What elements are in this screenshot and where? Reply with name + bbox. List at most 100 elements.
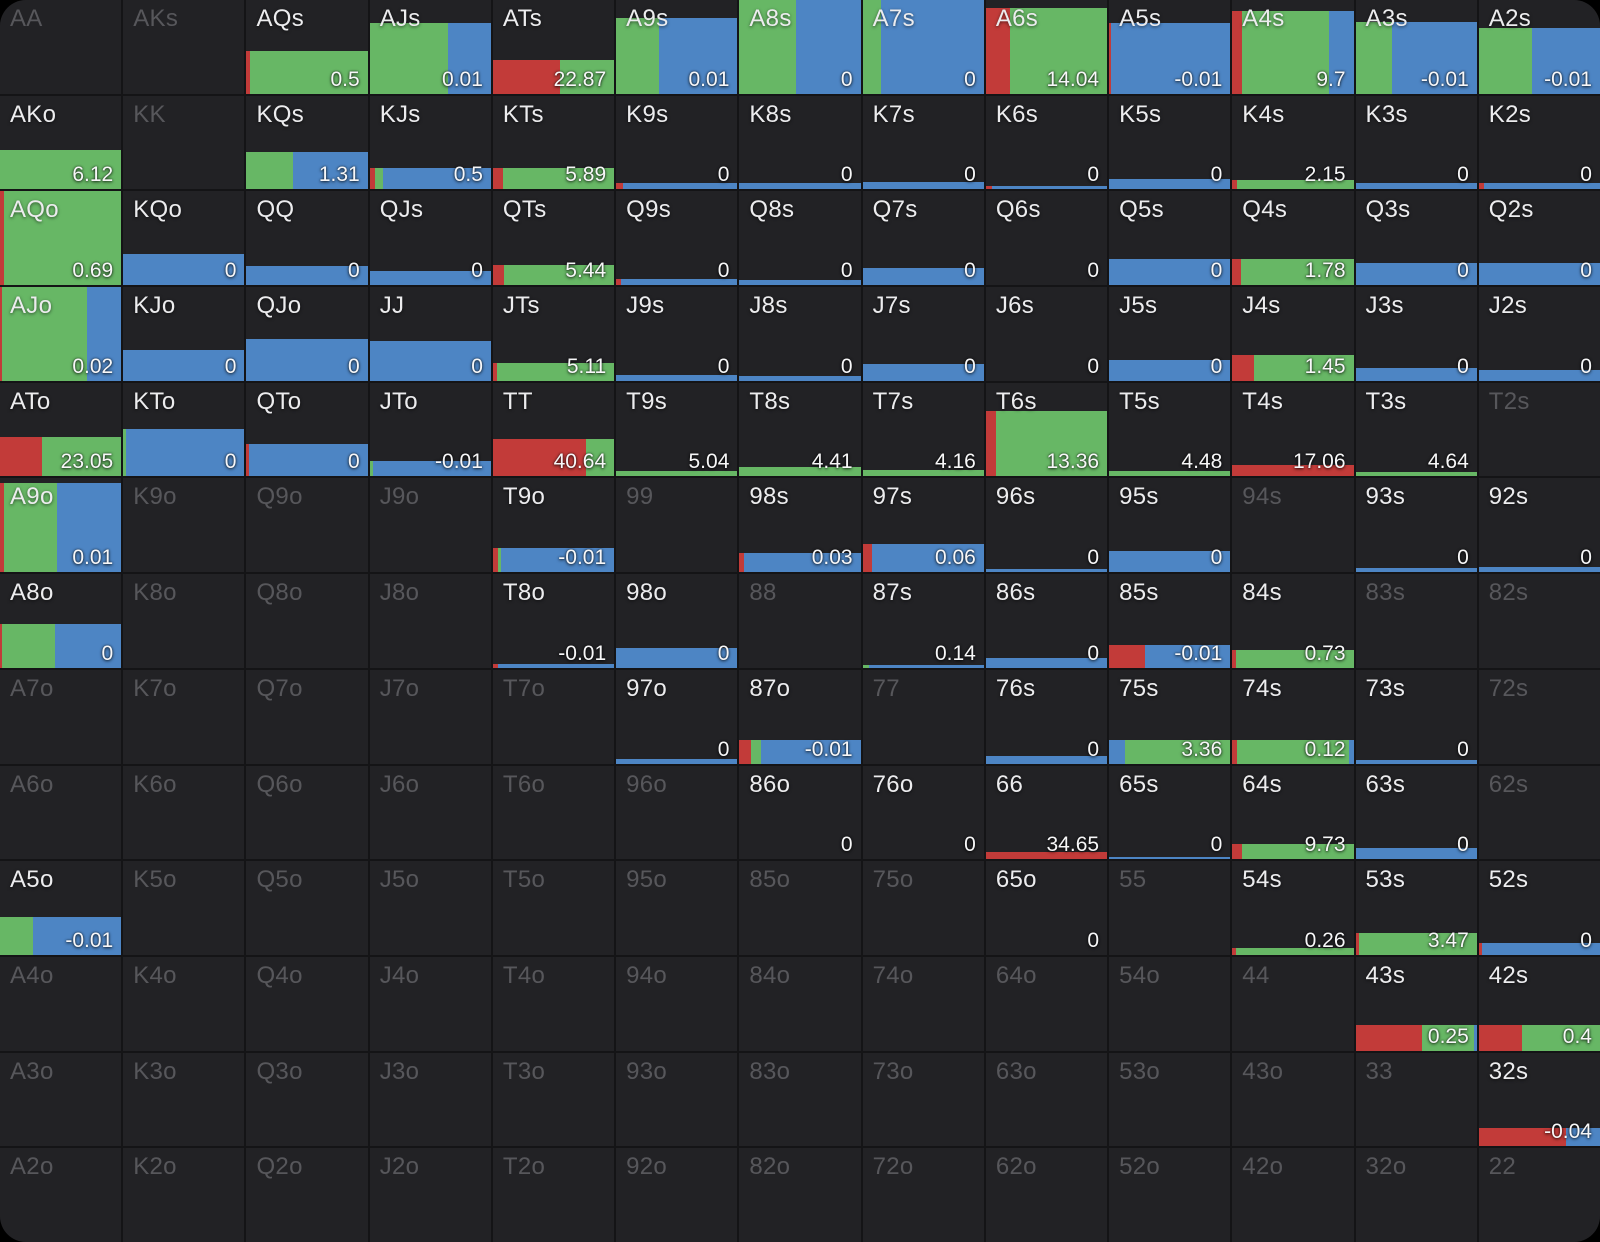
- cell-K8o[interactable]: K8o: [123, 574, 245, 668]
- cell-A5o[interactable]: A5o -0.01: [0, 861, 122, 955]
- cell-J2s[interactable]: J2s 0: [1478, 287, 1600, 381]
- cell-K9o[interactable]: K9o: [123, 478, 245, 573]
- cell-33[interactable]: 33: [1355, 1052, 1477, 1147]
- cell-AJo[interactable]: AJo 0.02: [0, 287, 122, 381]
- cell-63s[interactable]: 63s 0: [1355, 765, 1477, 860]
- cell-T4s[interactable]: T4s 17.06: [1232, 382, 1354, 477]
- cell-52o[interactable]: 52o: [1109, 1148, 1231, 1242]
- cell-A6s[interactable]: A6s 14.04: [985, 0, 1108, 94]
- cell-Q8o[interactable]: Q8o: [246, 574, 368, 668]
- cell-62s[interactable]: 62s: [1478, 765, 1600, 860]
- cell-A2s[interactable]: A2s -0.01: [1478, 0, 1600, 94]
- cell-JJ[interactable]: JJ 0: [369, 287, 491, 381]
- cell-76o[interactable]: 76o 0: [862, 765, 984, 860]
- cell-73o[interactable]: 73o: [862, 1052, 984, 1147]
- cell-K6s[interactable]: K6s 0: [985, 95, 1108, 190]
- cell-92o[interactable]: 92o: [616, 1148, 738, 1242]
- cell-J4o[interactable]: J4o: [369, 956, 491, 1051]
- cell-63o[interactable]: 63o: [985, 1052, 1108, 1147]
- cell-K7o[interactable]: K7o: [123, 669, 245, 764]
- cell-32o[interactable]: 32o: [1355, 1148, 1477, 1242]
- cell-AJs[interactable]: AJs 0.01: [369, 0, 491, 94]
- cell-KQs[interactable]: KQs 1.31: [246, 95, 368, 190]
- cell-54s[interactable]: 54s 0.26: [1232, 861, 1354, 955]
- cell-K2s[interactable]: K2s 0: [1478, 95, 1600, 190]
- cell-Q5o[interactable]: Q5o: [246, 861, 368, 955]
- cell-93s[interactable]: 93s 0: [1355, 478, 1477, 573]
- cell-A3o[interactable]: A3o: [0, 1052, 122, 1147]
- cell-A7o[interactable]: A7o: [0, 669, 122, 764]
- cell-T9s[interactable]: T9s 5.04: [616, 382, 738, 477]
- cell-A4o[interactable]: A4o: [0, 956, 122, 1051]
- cell-64s[interactable]: 64s 9.73: [1232, 765, 1354, 860]
- cell-T8o[interactable]: T8o -0.01: [492, 574, 615, 668]
- cell-J8s[interactable]: J8s 0: [739, 287, 861, 381]
- cell-87s[interactable]: 87s 0.14: [862, 574, 984, 668]
- cell-Q9o[interactable]: Q9o: [246, 478, 368, 573]
- cell-86s[interactable]: 86s 0: [985, 574, 1108, 668]
- cell-97o[interactable]: 97o 0: [616, 669, 738, 764]
- cell-Q7s[interactable]: Q7s 0: [862, 191, 984, 286]
- cell-A3s[interactable]: A3s -0.01: [1355, 0, 1477, 94]
- cell-T2s[interactable]: T2s: [1478, 382, 1600, 477]
- cell-92s[interactable]: 92s 0: [1478, 478, 1600, 573]
- cell-83s[interactable]: 83s: [1355, 574, 1477, 668]
- cell-KQo[interactable]: KQo 0: [123, 191, 245, 286]
- cell-A9s[interactable]: A9s 0.01: [616, 0, 738, 94]
- cell-53o[interactable]: 53o: [1109, 1052, 1231, 1147]
- cell-86o[interactable]: 86o 0: [739, 765, 861, 860]
- cell-64o[interactable]: 64o: [985, 956, 1108, 1051]
- cell-52s[interactable]: 52s 0: [1478, 861, 1600, 955]
- cell-J9o[interactable]: J9o: [369, 478, 491, 573]
- cell-Q6o[interactable]: Q6o: [246, 765, 368, 860]
- cell-T7o[interactable]: T7o: [492, 669, 615, 764]
- cell-TT[interactable]: TT 40.64: [492, 382, 615, 477]
- cell-KTo[interactable]: KTo 0: [123, 382, 245, 477]
- cell-66[interactable]: 66 34.65: [985, 765, 1108, 860]
- cell-J3s[interactable]: J3s 0: [1355, 287, 1477, 381]
- cell-75o[interactable]: 75o: [862, 861, 984, 955]
- cell-A2o[interactable]: A2o: [0, 1148, 122, 1242]
- cell-K5o[interactable]: K5o: [123, 861, 245, 955]
- cell-T5o[interactable]: T5o: [492, 861, 615, 955]
- cell-72o[interactable]: 72o: [862, 1148, 984, 1242]
- cell-AQo[interactable]: AQo 0.69: [0, 191, 122, 286]
- cell-J3o[interactable]: J3o: [369, 1052, 491, 1147]
- cell-84s[interactable]: 84s 0.73: [1232, 574, 1354, 668]
- cell-85s[interactable]: 85s -0.01: [1109, 574, 1231, 668]
- cell-99[interactable]: 99: [616, 478, 738, 573]
- cell-K3s[interactable]: K3s 0: [1355, 95, 1477, 190]
- cell-KTs[interactable]: KTs 5.89: [492, 95, 615, 190]
- cell-43o[interactable]: 43o: [1232, 1052, 1354, 1147]
- cell-T2o[interactable]: T2o: [492, 1148, 615, 1242]
- cell-AA[interactable]: AA: [0, 0, 122, 94]
- cell-Q6s[interactable]: Q6s 0: [985, 191, 1108, 286]
- cell-98s[interactable]: 98s 0.03: [739, 478, 861, 573]
- cell-QJs[interactable]: QJs 0: [369, 191, 491, 286]
- cell-96o[interactable]: 96o: [616, 765, 738, 860]
- cell-75s[interactable]: 75s 3.36: [1109, 669, 1231, 764]
- cell-AKs[interactable]: AKs: [123, 0, 245, 94]
- cell-KJs[interactable]: KJs 0.5: [369, 95, 491, 190]
- cell-Q8s[interactable]: Q8s 0: [739, 191, 861, 286]
- cell-55[interactable]: 55: [1109, 861, 1231, 955]
- cell-QTo[interactable]: QTo 0: [246, 382, 368, 477]
- cell-J5o[interactable]: J5o: [369, 861, 491, 955]
- cell-65s[interactable]: 65s 0: [1109, 765, 1231, 860]
- cell-88[interactable]: 88: [739, 574, 861, 668]
- cell-Q9s[interactable]: Q9s 0: [616, 191, 738, 286]
- cell-A7s[interactable]: A7s 0: [862, 0, 984, 94]
- cell-Q5s[interactable]: Q5s 0: [1109, 191, 1231, 286]
- cell-AQs[interactable]: AQs 0.5: [246, 0, 368, 94]
- cell-82o[interactable]: 82o: [739, 1148, 861, 1242]
- cell-74s[interactable]: 74s 0.12: [1232, 669, 1354, 764]
- cell-98o[interactable]: 98o 0: [616, 574, 738, 668]
- cell-Q2o[interactable]: Q2o: [246, 1148, 368, 1242]
- cell-J9s[interactable]: J9s 0: [616, 287, 738, 381]
- cell-87o[interactable]: 87o -0.01: [739, 669, 861, 764]
- cell-J4s[interactable]: J4s 1.45: [1232, 287, 1354, 381]
- cell-Q3s[interactable]: Q3s 0: [1355, 191, 1477, 286]
- cell-AKo[interactable]: AKo 6.12: [0, 95, 122, 190]
- cell-54o[interactable]: 54o: [1109, 956, 1231, 1051]
- cell-T3s[interactable]: T3s 4.64: [1355, 382, 1477, 477]
